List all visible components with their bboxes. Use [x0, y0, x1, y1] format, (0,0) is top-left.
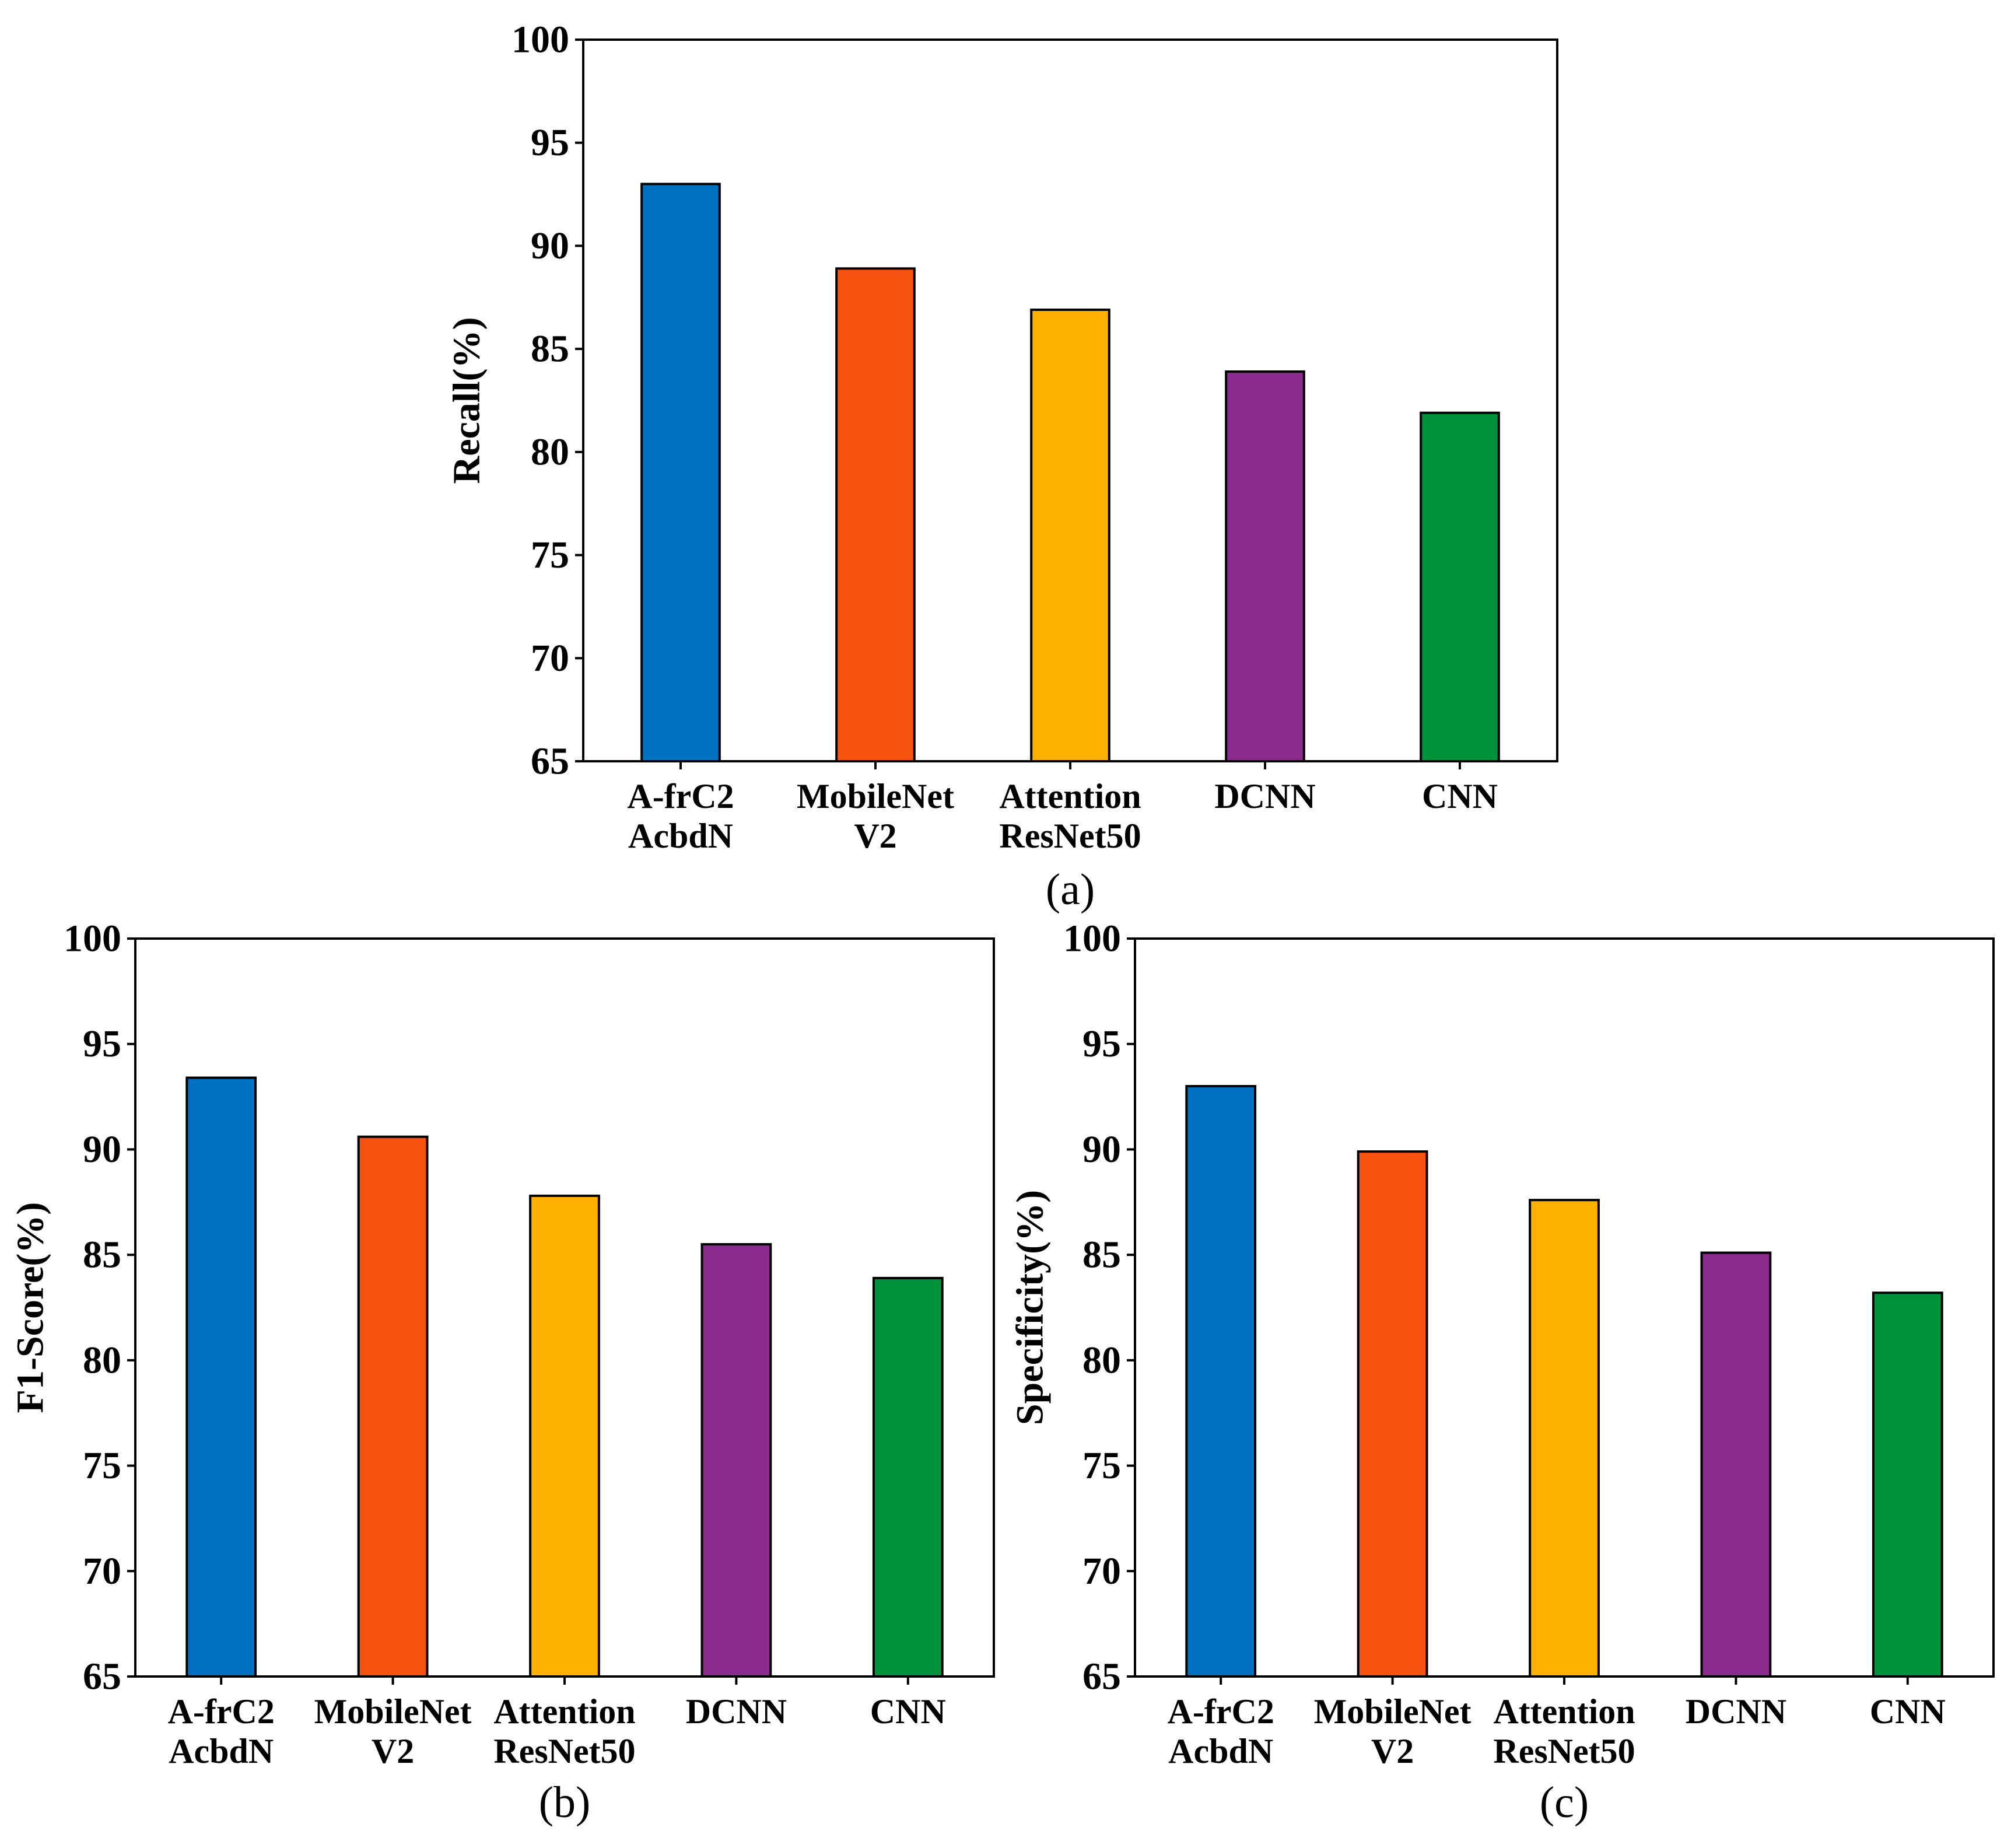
bar-dcnn — [1700, 1251, 1772, 1678]
y-tick-label: 70 — [83, 1550, 121, 1592]
y-axis-label: F1-Score(%) — [9, 1202, 52, 1413]
x-tick-label: AcbdN — [169, 1732, 274, 1770]
x-tick-label: ResNet50 — [1493, 1732, 1635, 1770]
panel-caption: (c) — [1540, 1778, 1589, 1827]
bar-dcnn — [1225, 370, 1305, 762]
y-tick-label: 70 — [531, 637, 569, 680]
y-tick-label: 100 — [64, 918, 121, 960]
x-tick-label: AcbdN — [628, 817, 733, 855]
x-tick-label: Attention — [493, 1692, 635, 1731]
x-tick-label: ResNet50 — [493, 1732, 635, 1770]
x-tick-label: V2 — [1371, 1732, 1414, 1770]
x-tick-label: V2 — [854, 817, 896, 855]
y-axis-label: Specificity(%) — [1009, 1190, 1052, 1425]
bar-attention-resnet50 — [1529, 1199, 1600, 1678]
y-tick-label: 85 — [83, 1234, 121, 1276]
y-tick-label: 90 — [1082, 1128, 1121, 1171]
bar-a-frc2-acbdn — [1185, 1085, 1257, 1678]
y-tick-label: 75 — [531, 534, 569, 576]
x-tick-label: ResNet50 — [999, 817, 1141, 855]
x-tick-label: A-frC2 — [1168, 1692, 1274, 1731]
x-tick-label: DCNN — [686, 1692, 787, 1731]
x-tick-label: AcbdN — [1168, 1732, 1273, 1770]
x-tick-label: DCNN — [1214, 777, 1315, 816]
x-tick-label: Attention — [999, 777, 1141, 816]
x-tick-label: A-frC2 — [627, 777, 734, 816]
y-tick-label: 85 — [531, 328, 569, 370]
y-tick-label: 65 — [83, 1656, 121, 1698]
x-tick-label: MobileNet — [797, 777, 954, 816]
y-tick-label: 80 — [1082, 1339, 1121, 1381]
bar-a-frc2-acbdn — [185, 1076, 257, 1678]
bar-mobilenet-v2 — [835, 267, 916, 762]
x-tick-label: MobileNet — [314, 1692, 472, 1731]
panel-caption: (b) — [539, 1778, 591, 1827]
y-tick-label: 65 — [1082, 1656, 1121, 1698]
y-tick-label: 75 — [1082, 1444, 1121, 1487]
x-tick-label: CNN — [870, 1692, 946, 1731]
x-tick-label: Attention — [1493, 1692, 1635, 1731]
bar-cnn — [1420, 411, 1500, 762]
bar-cnn — [872, 1276, 944, 1678]
x-tick-label: MobileNet — [1314, 1692, 1472, 1731]
y-tick-label: 85 — [1082, 1234, 1121, 1276]
x-tick-label: V2 — [372, 1732, 414, 1770]
y-tick-label: 95 — [1082, 1023, 1121, 1065]
bar-a-frc2-acbdn — [640, 183, 721, 762]
x-tick-label: CNN — [1870, 1692, 1946, 1731]
y-tick-label: 80 — [531, 430, 569, 473]
bar-attention-resnet50 — [529, 1194, 600, 1678]
y-tick-label: 90 — [531, 225, 569, 267]
x-tick-label: A-frC2 — [168, 1692, 275, 1731]
bar-mobilenet-v2 — [357, 1135, 429, 1678]
y-tick-label: 95 — [83, 1023, 121, 1065]
bar-dcnn — [700, 1243, 772, 1678]
x-tick-label: DCNN — [1686, 1692, 1786, 1731]
bar-attention-resnet50 — [1030, 308, 1110, 762]
y-tick-label: 70 — [1082, 1550, 1121, 1592]
x-tick-label: CNN — [1422, 777, 1498, 816]
bar-cnn — [1872, 1292, 1943, 1678]
y-tick-label: 80 — [83, 1339, 121, 1381]
y-axis-label: Recall(%) — [446, 317, 488, 484]
y-tick-label: 75 — [83, 1444, 121, 1487]
bar-mobilenet-v2 — [1357, 1150, 1428, 1678]
y-tick-label: 100 — [1063, 918, 1121, 960]
y-tick-label: 100 — [511, 19, 569, 61]
y-tick-label: 95 — [531, 121, 569, 164]
y-tick-label: 90 — [83, 1128, 121, 1171]
y-tick-label: 65 — [531, 740, 569, 783]
panel-caption: (a) — [1046, 865, 1095, 914]
